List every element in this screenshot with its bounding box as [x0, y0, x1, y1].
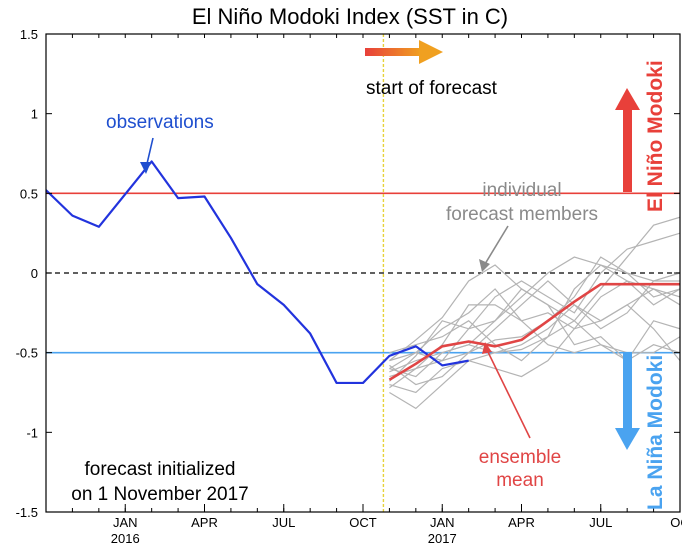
member-line-8	[389, 256, 680, 386]
ensemble-label-line1: ensemble	[479, 447, 561, 468]
initialized-label-line1: forecast initialized	[84, 459, 235, 480]
ensemble-label-line2: mean	[496, 470, 544, 491]
la-nina-arrowhead-icon	[615, 428, 640, 450]
x-tick-year-4: 2017	[428, 531, 457, 546]
la-nina-label: La Niña Modoki	[644, 355, 667, 510]
start-of-forecast-label: start of forecast	[366, 78, 498, 99]
x-tick-month-2: JUL	[272, 515, 295, 530]
y-tick-label-0: 1.5	[20, 27, 38, 42]
x-tick-month-6: JUL	[589, 515, 612, 530]
chart-title: El Niño Modoki Index (SST in C)	[192, 4, 508, 29]
member-line-7	[389, 288, 680, 382]
start-of-forecast-arrow-shaft	[365, 48, 421, 56]
observations-label: observations	[106, 112, 214, 133]
observations-arrowhead-icon	[140, 162, 151, 174]
observations-series	[46, 160, 469, 385]
y-tick-label-3: 0	[31, 266, 38, 281]
ensemble-arrowhead-icon	[482, 342, 492, 354]
member-line-5	[389, 264, 680, 362]
individual-members-label-line1: individual	[482, 180, 561, 201]
y-tick-label-1: 1	[31, 107, 38, 122]
x-tick-month-3: OCT	[349, 515, 377, 530]
la-nina-arrow-shaft	[623, 352, 632, 430]
el-nino-label: El Niño Modoki	[644, 60, 667, 212]
y-tick-label-6: -1.5	[16, 505, 38, 520]
member-line-3	[389, 232, 680, 370]
members-arrowhead-icon	[479, 259, 490, 272]
individual-members-label-line2: forecast members	[446, 204, 598, 225]
start-of-forecast-arrowhead-icon	[419, 40, 443, 64]
x-tick-month-5: APR	[508, 515, 535, 530]
x-tick-year-0: 2016	[111, 531, 140, 546]
x-tick-month-1: APR	[191, 515, 218, 530]
forecast-members	[389, 216, 680, 410]
ensemble-mean-line	[388, 282, 680, 381]
x-axis-ticks: JAN2016APRJULOCTJAN2017APRJULOC	[71, 34, 682, 546]
x-tick-month-0: JAN	[113, 515, 138, 530]
members-pointer	[484, 225, 509, 265]
ensemble-pointer	[487, 351, 531, 439]
el-nino-arrowhead-icon	[615, 88, 640, 110]
el-nino-arrow-shaft	[623, 106, 632, 192]
member-line-4	[389, 280, 680, 410]
y-tick-label-2: 0.5	[20, 186, 38, 201]
member-line-11	[389, 288, 680, 362]
observations-line	[46, 160, 469, 385]
x-tick-month-7: OC	[670, 515, 682, 530]
y-axis-ticks: 1.5 1 0.5 0 -0.5 -1 -1.5	[16, 27, 680, 520]
ensemble-mean-series	[388, 282, 680, 381]
y-tick-label-4: -0.5	[16, 346, 38, 361]
member-line-6	[389, 304, 680, 378]
member-line-10	[389, 280, 680, 378]
member-line-2	[389, 216, 680, 394]
y-tick-label-5: -1	[26, 425, 38, 440]
x-tick-month-4: JAN	[430, 515, 455, 530]
initialized-label-line2: on 1 November 2017	[71, 484, 248, 505]
